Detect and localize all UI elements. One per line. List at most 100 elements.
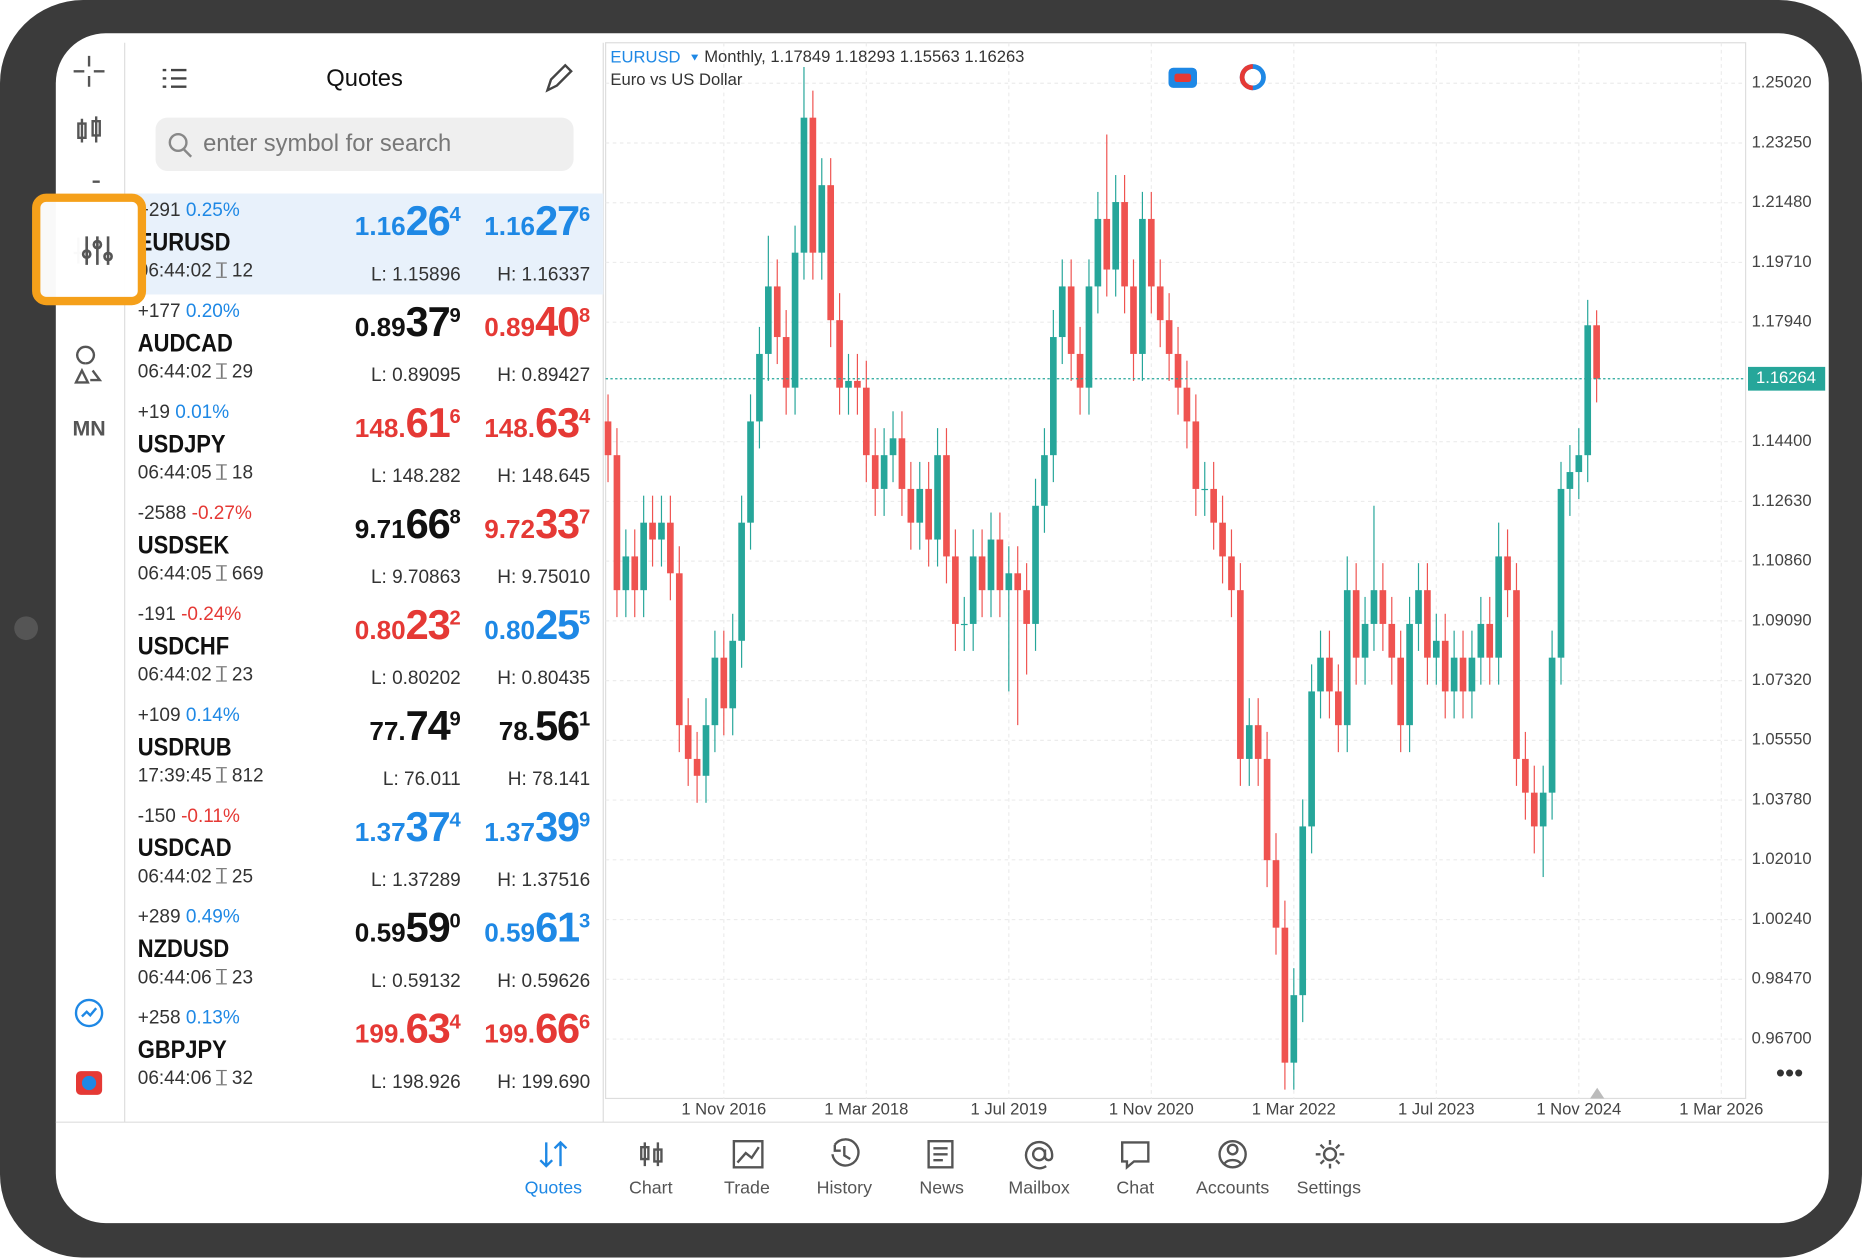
price-label-bg bbox=[1748, 366, 1826, 391]
change-percent: 0.01% bbox=[175, 402, 230, 423]
quote-row[interactable]: +109 0.14% USDRUB 17:39:45 812 77.749 78.561 L… bbox=[125, 698, 604, 799]
candle-body bbox=[791, 252, 799, 388]
spread-icon bbox=[216, 363, 228, 379]
price-label: 1.16264 bbox=[1756, 368, 1816, 387]
quote-row[interactable]: +291 0.25% EURUSD 06:44:02 12 1.16264 1.16276… bbox=[124, 193, 604, 295]
ask-price[interactable]: 9.72337 bbox=[484, 501, 590, 549]
bid-price[interactable]: 9.71668 bbox=[355, 501, 461, 549]
change-percent: -0.27% bbox=[191, 503, 252, 524]
symbol: USDRUB bbox=[137, 733, 232, 762]
plot-border bbox=[605, 42, 1747, 1100]
chart-symbol[interactable]: EURUSD bbox=[610, 48, 680, 67]
change-line: +258 0.13% bbox=[138, 1008, 240, 1029]
candle-body bbox=[952, 556, 959, 624]
tab-label[interactable]: News bbox=[919, 1178, 964, 1199]
bid-price[interactable]: 0.80232 bbox=[355, 602, 461, 650]
spread-icon bbox=[216, 1069, 228, 1086]
quote-row[interactable]: +258 0.13% GBPJPY 06:44:06 32 199.634 199.666… bbox=[125, 1001, 604, 1102]
tab-label[interactable]: Chat bbox=[1116, 1178, 1155, 1199]
tab-label[interactable]: Chart bbox=[628, 1178, 673, 1199]
y-tick-label: 1.05550 bbox=[1752, 730, 1812, 749]
change-percent: 0.49% bbox=[185, 907, 240, 928]
bid-price[interactable]: 0.89379 bbox=[355, 299, 461, 347]
bid-price[interactable]: 1.16264 bbox=[355, 198, 461, 246]
ask-price[interactable]: 1.16276 bbox=[484, 198, 590, 246]
objects-icon[interactable] bbox=[74, 345, 103, 384]
edit-icon[interactable] bbox=[545, 63, 573, 93]
candle-body bbox=[1495, 556, 1502, 658]
symbol-dropdown[interactable] bbox=[691, 54, 699, 61]
search-placeholder[interactable]: enter symbol for search bbox=[203, 130, 451, 157]
candle-body bbox=[907, 488, 915, 523]
quote-row[interactable]: -150 -0.11% USDCAD 06:44:02 25 1.37374 1.3739… bbox=[125, 799, 604, 900]
candle-body bbox=[1343, 590, 1351, 726]
x-tick-label: 1 Nov 2020 bbox=[1109, 1100, 1194, 1119]
shift-marker[interactable] bbox=[1590, 1087, 1605, 1099]
crosshair-icon[interactable] bbox=[73, 55, 105, 87]
low: L: 148.282 bbox=[370, 466, 461, 487]
ask-big: 63 bbox=[535, 400, 580, 447]
quote-row[interactable]: +19 0.01% USDJPY 06:44:05 18 148.616 148.634 L… bbox=[125, 395, 604, 496]
search-box[interactable] bbox=[155, 117, 574, 171]
candle-body bbox=[613, 455, 621, 591]
ask-price[interactable]: 0.59613 bbox=[484, 905, 590, 953]
candle-body bbox=[809, 117, 817, 253]
ask-price[interactable]: 78.561 bbox=[499, 703, 590, 751]
high: H: 148.645 bbox=[497, 466, 591, 487]
quote-row[interactable]: -2588 -0.27% USDSEK 06:44:05 669 9.71668 9.72… bbox=[125, 496, 604, 597]
tab-label[interactable]: Trade bbox=[723, 1178, 770, 1199]
spread-icon bbox=[216, 767, 228, 783]
change-line: +109 0.14% bbox=[138, 705, 240, 726]
ask-price[interactable]: 0.80255 bbox=[484, 602, 590, 650]
candle-body bbox=[987, 539, 995, 591]
quote-row[interactable]: +289 0.49% NZDUSD 06:44:06 23 0.59590 0.59613… bbox=[125, 900, 604, 1001]
bid-price[interactable]: 0.59590 bbox=[355, 905, 461, 953]
change-line: +291 0.25% bbox=[138, 201, 240, 222]
bid-price[interactable]: 77.749 bbox=[369, 703, 460, 751]
ask-pip: 6 bbox=[578, 1010, 591, 1034]
tab-label[interactable]: History bbox=[816, 1178, 873, 1199]
bid-price[interactable]: 1.37374 bbox=[355, 804, 461, 852]
bid-pip: 9 bbox=[449, 707, 461, 731]
y-tick-label: 1.23250 bbox=[1752, 132, 1812, 151]
low-value: 1.15563 bbox=[900, 48, 960, 67]
trade-icon[interactable] bbox=[74, 998, 104, 1028]
ask-pip: 6 bbox=[578, 203, 591, 226]
ask-prefix: 1.37 bbox=[484, 817, 536, 847]
tab-label[interactable]: Settings bbox=[1296, 1178, 1361, 1199]
candle-icon[interactable] bbox=[77, 116, 101, 143]
trade-icon-line bbox=[81, 1007, 98, 1018]
change-points: -191 bbox=[137, 604, 176, 625]
tab-label[interactable]: Quotes bbox=[524, 1178, 583, 1199]
candle-body bbox=[1450, 657, 1458, 692]
timeframe-button[interactable]: MN bbox=[72, 417, 105, 441]
ask-price[interactable]: 199.666 bbox=[484, 1006, 590, 1054]
quote-row[interactable]: +177 0.20% AUDCAD 06:44:02 29 0.89379 0.89408… bbox=[125, 295, 604, 396]
bid-price[interactable]: 199.634 bbox=[355, 1006, 461, 1054]
onetap-icon-dot bbox=[81, 1075, 97, 1091]
ask-price[interactable]: 0.89408 bbox=[484, 299, 590, 347]
candle-body bbox=[702, 725, 710, 776]
tab-icon bbox=[1218, 1140, 1247, 1169]
list-icon[interactable] bbox=[162, 68, 187, 88]
quote-row[interactable]: -191 -0.24% USDCHF 06:44:02 23 0.80232 0.8025… bbox=[125, 597, 604, 698]
candle-body bbox=[1388, 623, 1396, 658]
search-icon bbox=[168, 133, 188, 152]
y-tick-label: 1.10860 bbox=[1752, 551, 1812, 570]
x-tick-label: 1 Mar 2026 bbox=[1679, 1100, 1763, 1119]
bid-pip: 8 bbox=[449, 505, 461, 529]
high: H: 199.690 bbox=[497, 1072, 591, 1093]
panel-title: Quotes bbox=[326, 65, 403, 92]
change-points: +19 bbox=[137, 402, 170, 423]
tab-label[interactable]: Accounts bbox=[1195, 1178, 1270, 1199]
candle-body bbox=[943, 455, 950, 557]
y-tick-label: 1.21480 bbox=[1752, 192, 1812, 211]
tab-label[interactable]: Mailbox bbox=[1008, 1178, 1070, 1199]
bid-price[interactable]: 148.616 bbox=[355, 400, 461, 448]
ask-big: 40 bbox=[535, 299, 580, 346]
ask-pip: 1 bbox=[578, 707, 591, 731]
ask-price[interactable]: 148.634 bbox=[484, 400, 590, 448]
ask-price[interactable]: 1.37399 bbox=[484, 804, 590, 852]
more-button[interactable]: ••• bbox=[1776, 1058, 1803, 1088]
